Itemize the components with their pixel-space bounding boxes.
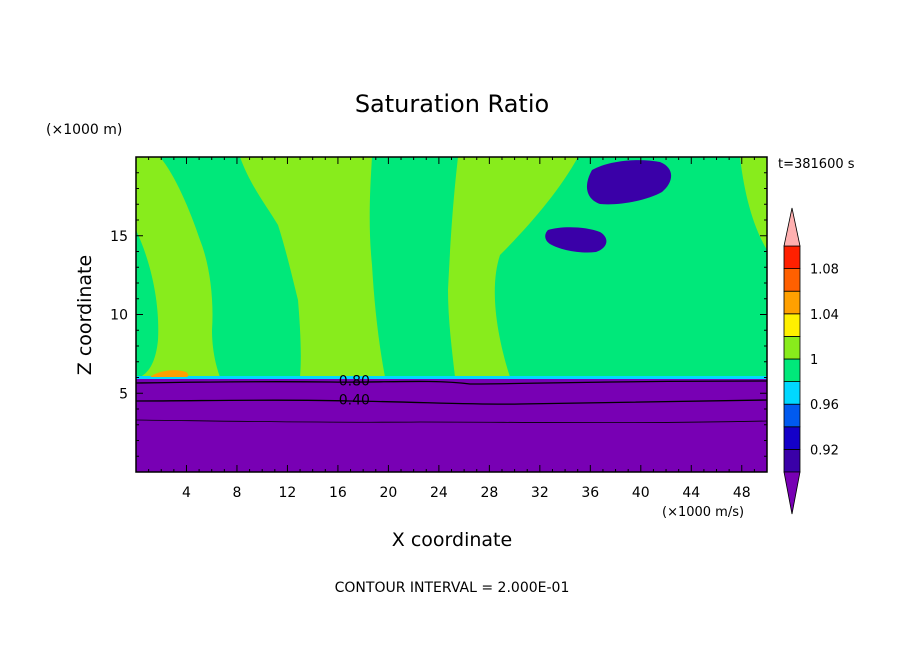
x-tick-label: 48 [733,485,751,501]
colorbar: 0.92 0.96 1 1.04 1.08 [783,207,839,515]
y-tick-label: 15 [110,229,128,245]
colorbar-segment [783,403,801,428]
y-unit-label: (×1000 m) [46,122,122,138]
subsaturated-patch-1 [586,160,672,205]
time-label: t=381600 s [778,157,855,172]
x-axis-label: X coordinate [392,529,512,551]
colorbar-label: 1.08 [810,263,839,278]
x-tick-label: 20 [379,485,397,501]
colorbar-label: 0.96 [810,398,839,413]
saturated-column-2 [369,157,458,377]
colorbar-segment [783,335,801,360]
dry-layer [136,377,767,472]
x-tick-label: 4 [182,485,191,501]
y-tick-label: 10 [110,308,128,324]
colorbar-segment [783,290,801,315]
y-tick-label: 5 [119,386,128,402]
contour-line-0.40 [135,399,768,405]
colorbar-segment [783,381,801,405]
colorbar-label: 1 [810,353,818,368]
x-tick-label: 28 [480,485,498,501]
colorbar-segment [783,313,801,337]
colorbar-segment [783,245,801,270]
x-tick-label: 8 [232,485,241,501]
chart-title: Saturation Ratio [355,90,549,118]
colorbar-label: 1.04 [810,308,839,323]
colorbar-over-arrow [783,207,801,247]
x-unit-label: (×1000 m/s) [662,505,744,520]
boundary-cyan-strip [136,376,767,379]
x-axis-ticks: 4 8 12 16 20 24 28 32 36 40 44 48 [148,157,755,501]
colorbar-segment [783,448,801,473]
subsaturated-patch-2 [545,227,607,253]
colorbar-segment [783,268,801,292]
colorbar-under-arrow [783,471,801,515]
contour-label: 0.40 [339,393,370,409]
plot-area: 0.80 0.40 [135,156,768,473]
contour-line-0.80 [135,380,768,385]
colorbar-segment [783,426,801,450]
saturated-column-3 [494,157,767,377]
colorbar-segment [783,358,801,383]
x-tick-label: 16 [329,485,347,501]
y-axis-label: Z coordinate [74,255,96,375]
colorbar-label: 0.92 [810,443,839,458]
contour-label: 0.80 [339,374,370,390]
x-tick-label: 32 [531,485,549,501]
contour-line-deep [135,419,768,424]
saturated-column-left-edge [136,230,159,377]
boundary-orange-blob [150,370,189,377]
contour-interval-footer: CONTOUR INTERVAL = 2.000E-01 [335,580,570,596]
y-axis-ticks: 5 10 15 [110,172,767,457]
x-tick-label: 44 [682,485,700,501]
x-tick-label: 24 [430,485,448,501]
saturated-column-1 [160,157,301,377]
x-tick-label: 36 [581,485,599,501]
x-tick-label: 12 [279,485,297,501]
x-tick-label: 40 [632,485,650,501]
